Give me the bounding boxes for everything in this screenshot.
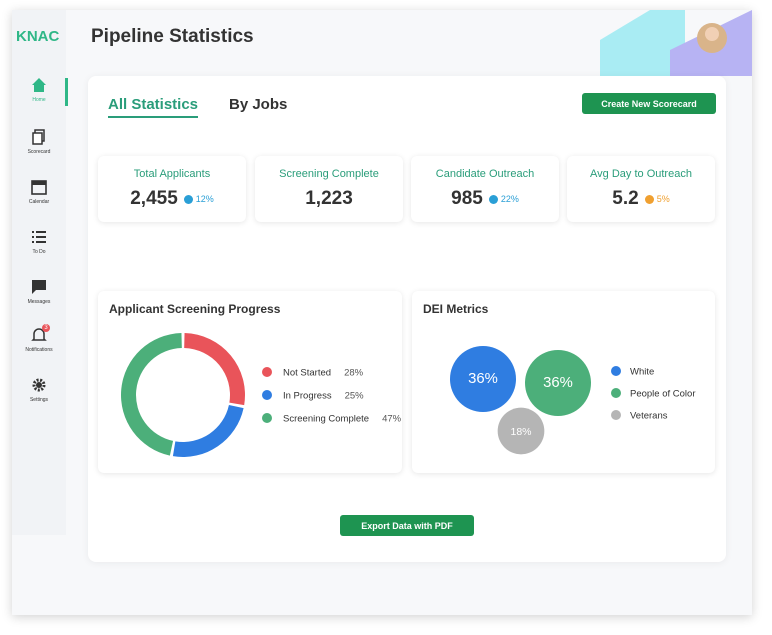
nav-icon (32, 280, 46, 294)
stat-value: 1,223 (305, 188, 353, 209)
stat-value: 985 (451, 188, 483, 209)
bubble (450, 346, 516, 412)
page-title: Pipeline Statistics (91, 26, 254, 47)
legend-dot (611, 410, 621, 420)
stat-card: Total Applicants 2,455 12% (98, 156, 246, 222)
sidebar (12, 10, 66, 535)
stat-row: 985 22% (411, 188, 559, 210)
trend-icon (183, 194, 193, 204)
nav-label: Home (32, 97, 46, 103)
nav-label: Notifications (25, 347, 53, 353)
nav-item[interactable]: Home (12, 76, 68, 110)
legend-value: 25% (345, 391, 365, 402)
nav-item[interactable]: Settings (12, 376, 66, 410)
bubble-label: 36% (468, 371, 498, 387)
legend-dot (262, 367, 272, 377)
legend-value: 47% (382, 414, 402, 425)
nav-label: Messages (27, 299, 51, 305)
nav-item[interactable]: To Do (12, 228, 66, 262)
change-value: 22% (500, 194, 519, 204)
nav-item[interactable]: Notifications 3 (12, 324, 66, 360)
export-button[interactable]: Export Data with PDF (340, 515, 474, 536)
legend-label: White (630, 367, 654, 378)
legend-label: In Progress (283, 391, 332, 402)
tab[interactable]: All Statistics (108, 96, 199, 118)
create-button[interactable]: Create New Scorecard (582, 93, 716, 114)
nav-label: Calendar (28, 199, 50, 205)
legend-label: Veterans (630, 411, 668, 422)
nav-item[interactable]: Messages (12, 278, 66, 312)
stat-label: Screening Complete (279, 168, 379, 180)
change-value: 5% (656, 194, 670, 204)
legend-dot (262, 390, 272, 400)
legend-label: Not Started (283, 368, 331, 379)
nav-icon (32, 378, 46, 392)
bubble-label: 36% (543, 375, 573, 391)
nav-icon (31, 180, 47, 195)
bubble (525, 350, 591, 416)
tab[interactable]: By Jobs (229, 96, 288, 113)
nav-icon (32, 129, 45, 145)
nav-label: To Do (32, 249, 46, 255)
chart-card: DEI Metrics 36% White 36% People of Color 18… (412, 291, 715, 473)
nav-icon (32, 231, 46, 243)
stat-change: 22% (488, 194, 519, 204)
nav-label: Settings (29, 397, 49, 403)
stat-label: Candidate Outreach (435, 168, 535, 180)
legend-value: 28% (344, 368, 364, 379)
stat-change: 5% (644, 194, 670, 204)
nav-item[interactable]: Calendar (12, 178, 66, 212)
active-indicator (65, 78, 68, 106)
change-value: 12% (195, 194, 214, 204)
bubble-chart: 36% White 36% People of Color 18% Veterans (450, 346, 695, 455)
stat-card: Avg Day to Outreach 5.2 5% (567, 156, 715, 222)
donut-segment (184, 333, 245, 406)
stat-row: 2,455 12% (98, 188, 246, 210)
legend-label: Screening Complete (283, 414, 369, 425)
trend-icon (488, 194, 498, 204)
stat-value: 2,455 (130, 188, 178, 209)
stat-label: Total Applicants (133, 168, 211, 180)
chart-card: Applicant Screening Progress Not Started… (98, 291, 402, 473)
nav-icon (32, 78, 46, 92)
brand: KNAC (16, 28, 60, 45)
bubble-label: 18% (510, 426, 531, 438)
donut-chart: Not Started 28% In Progress 25% Screening Co… (120, 333, 402, 457)
badge: 3 (42, 324, 50, 332)
stat-card: Screening Complete 1,223 (255, 156, 403, 222)
nav-icon (31, 328, 47, 341)
donut-segment (120, 333, 182, 456)
stat-label: Avg Day to Outreach (590, 168, 692, 180)
legend-dot (611, 366, 621, 376)
legend-label: People of Color (630, 389, 695, 400)
chart-title: DEI Metrics (423, 302, 489, 316)
decoration (600, 10, 752, 76)
bubble (497, 407, 545, 455)
legend-dot (262, 413, 272, 423)
stat-value: 5.2 (612, 188, 639, 209)
stat-row: 1,223 (255, 188, 403, 210)
nav-item[interactable]: Scorecard (12, 128, 66, 162)
chart-title: Applicant Screening Progress (109, 302, 281, 316)
stat-row: 5.2 5% (567, 188, 715, 210)
donut-segment (172, 404, 244, 457)
legend-dot (611, 388, 621, 398)
nav-label: Scorecard (27, 149, 51, 155)
stat-change: 12% (183, 194, 214, 204)
trend-icon (644, 194, 654, 204)
stat-card: Candidate Outreach 985 22% (411, 156, 559, 222)
